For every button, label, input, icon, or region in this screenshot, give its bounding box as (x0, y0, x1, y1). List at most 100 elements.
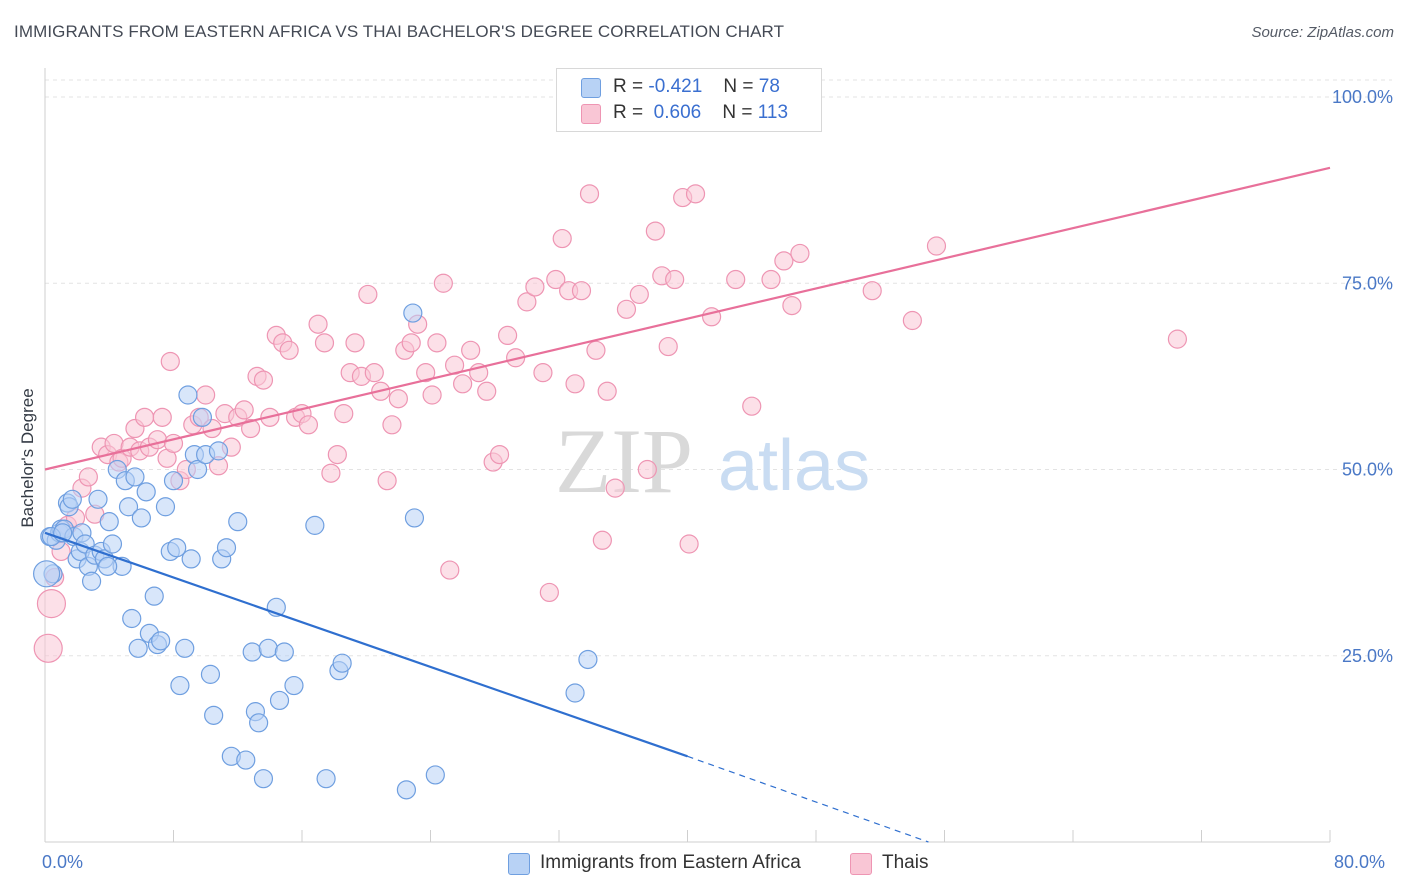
point-eastern-africa (128, 638, 148, 658)
legend-r-value: -0.421 (648, 76, 703, 97)
point-thais (616, 299, 637, 319)
point-thais (592, 530, 612, 550)
point-thais (134, 407, 155, 427)
point-eastern-africa (99, 512, 119, 532)
watermark-atlas: atlas (718, 426, 870, 506)
point-thais (377, 471, 397, 491)
point-thais (345, 333, 365, 353)
point-thais (517, 292, 537, 312)
legend-r-label: R = (613, 76, 644, 97)
trend-line-eastern-africa-extension (687, 755, 929, 843)
point-thais (862, 281, 882, 301)
y-tick-label: 50.0% (1342, 460, 1393, 480)
point-eastern-africa (316, 769, 336, 789)
legend-swatch-blue (581, 78, 601, 98)
point-thais (525, 277, 545, 297)
y-tick-labels: 25.0% 50.0% 75.0% 100.0% (1332, 87, 1393, 666)
point-eastern-africa (163, 471, 184, 491)
point-eastern-africa (125, 467, 145, 487)
point-thais (637, 459, 657, 480)
point-eastern-africa (332, 653, 352, 673)
point-thais (422, 385, 442, 405)
point-eastern-africa (33, 560, 61, 588)
point-thais (565, 374, 585, 394)
point-thais (685, 184, 706, 204)
point-thais (327, 445, 347, 465)
point-thais (679, 534, 699, 554)
axes-layer (44, 68, 1331, 843)
point-thais (334, 404, 354, 424)
point-eastern-africa (208, 441, 229, 461)
point-eastern-africa (258, 638, 278, 658)
point-thais (36, 588, 67, 619)
point-eastern-africa (565, 683, 585, 703)
point-thais (489, 445, 510, 465)
point-thais (605, 478, 625, 498)
point-thais (321, 463, 341, 483)
point-thais (196, 385, 216, 405)
x-tick-label-min: 0.0% (42, 852, 84, 872)
point-eastern-africa (249, 713, 269, 733)
point-eastern-africa (178, 385, 198, 405)
point-thais (364, 363, 384, 383)
y-tick-label: 100.0% (1332, 87, 1393, 107)
point-thais (33, 633, 63, 663)
point-eastern-africa (136, 482, 156, 502)
x-tick-label-max: 80.0% (1334, 852, 1386, 872)
point-eastern-africa (122, 608, 142, 629)
point-eastern-africa (62, 489, 82, 509)
points-layer (33, 184, 1188, 800)
legend-n-label: N = (723, 76, 754, 97)
point-thais (533, 363, 553, 383)
point-eastern-africa (187, 459, 208, 480)
point-thais (782, 296, 802, 316)
point-thais (78, 467, 98, 487)
point-thais (314, 333, 335, 353)
y-tick-label: 25.0% (1342, 646, 1393, 666)
point-thais (279, 340, 299, 360)
point-thais (1167, 329, 1188, 349)
point-eastern-africa (151, 631, 171, 651)
point-thais (253, 370, 274, 390)
point-thais (433, 273, 453, 293)
point-eastern-africa (88, 489, 108, 509)
bottom-legend-thais[interactable]: Thais (850, 850, 950, 876)
point-eastern-africa (131, 508, 151, 528)
legend-n-value: 113 (757, 102, 789, 123)
chart-title: IMMIGRANTS FROM EASTERN AFRICA VS THAI B… (14, 22, 785, 41)
legend-swatch-pink (581, 104, 601, 124)
point-thais (665, 269, 685, 290)
legend-r-label: R = (613, 102, 644, 123)
point-eastern-africa (404, 508, 425, 528)
point-thais (571, 281, 592, 301)
point-thais (382, 415, 402, 435)
point-eastern-africa (274, 642, 294, 662)
legend-swatch-pink (850, 853, 872, 875)
point-eastern-africa (228, 512, 248, 532)
point-eastern-africa (167, 538, 187, 558)
point-thais (586, 340, 606, 360)
bottom-legend-label: Immigrants from Eastern Africa (540, 852, 801, 873)
legend-r-value: 0.606 (653, 102, 702, 123)
watermark-layer: ZIP atlas (555, 410, 870, 512)
watermark-zip: ZIP (555, 410, 693, 512)
legend-n-label: N = (722, 102, 753, 123)
point-eastern-africa (181, 549, 201, 569)
point-thais (926, 236, 947, 256)
point-thais (241, 418, 261, 439)
legend-n-value: 78 (758, 76, 780, 97)
point-thais (440, 560, 460, 580)
point-thais (658, 336, 678, 357)
point-eastern-africa (578, 649, 598, 670)
bottom-legend-eastern-africa[interactable]: Immigrants from Eastern Africa (508, 850, 828, 876)
chart-source: Source: ZipAtlas.com (1251, 24, 1394, 41)
point-eastern-africa (236, 750, 256, 770)
point-thais (790, 243, 810, 264)
point-eastern-africa (305, 515, 325, 535)
point-thais (546, 269, 566, 290)
point-thais (902, 310, 922, 331)
point-eastern-africa (155, 497, 176, 517)
point-thais (498, 325, 518, 345)
point-thais (629, 284, 649, 305)
point-thais (579, 184, 600, 204)
